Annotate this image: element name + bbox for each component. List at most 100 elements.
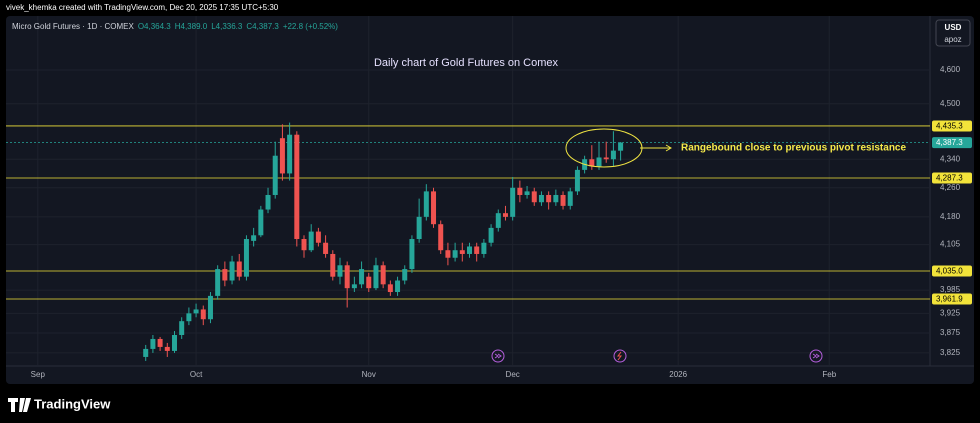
candle-body [596,157,602,167]
x-tick-label: Dec [506,370,520,379]
candle-body [416,216,422,240]
candle-body [351,284,357,289]
x-tick-label: Feb [822,370,836,379]
candle-body [409,239,415,270]
candle-body [459,250,465,254]
candle-body [387,284,393,293]
candle-body [272,155,278,195]
y-tick-label: 4,600 [940,65,961,74]
price-tag-label: 3,961.9 [936,295,963,304]
candle-body [474,246,480,254]
candle-body [171,334,177,351]
candle-body [229,261,235,281]
candle-body [574,169,580,192]
candle-body [502,213,508,217]
brand: TradingView [34,396,111,411]
candle-body [323,242,329,254]
price-tag [932,293,972,305]
candle-body [517,187,523,195]
y-tick-label: 4,340 [940,154,961,163]
event-glyph [494,353,502,359]
event-icon[interactable] [809,349,823,363]
header-value: +22.8 (+0.52%) [283,22,338,31]
candle-body [359,269,365,285]
header-value: L4,336.3 [211,22,243,31]
candle-body [200,309,206,320]
y-tick-label: 4,105 [940,240,961,249]
candle-body [546,194,552,203]
candle-body [258,209,264,236]
header-value: H4,389.0 [175,22,208,31]
candle-body [431,191,437,225]
y-tick-label: 3,985 [940,285,961,294]
candle-body [423,191,429,217]
candle-body [589,159,595,167]
candle-body [467,246,472,254]
symbol-header: Micro Gold Futures · 1D · COMEX O4,364.3 H… [12,22,338,31]
candle-body [150,338,156,349]
unit-label[interactable]: apoz [944,35,961,44]
candle-body [344,265,350,289]
candle-body [366,276,372,289]
y-tick-label: 3,925 [940,308,961,317]
symbol: Micro Gold Futures · 1D · COMEX [12,22,134,31]
candle-body [243,239,249,277]
candle-body [402,269,408,281]
candle-body [488,227,494,243]
annotation: Rangebound close to previous pivot resis… [681,143,906,154]
candle-body [524,191,530,195]
candle-body [236,261,242,277]
y-tick-label: 3,825 [940,348,961,357]
candle-body [560,194,566,206]
candle-body [186,313,192,322]
candle-body [265,194,271,210]
candle-body [143,348,149,357]
y-tick-label: 4,260 [940,183,961,192]
candle-body [207,295,213,320]
candle-body [287,134,293,174]
candle-body [164,346,170,351]
y-tick-label: 4,500 [940,99,961,108]
price-tag-label: 4,387.3 [936,138,963,147]
price-levels [6,125,930,300]
event-icon[interactable] [491,349,505,363]
header-value: O4,364.3 [138,22,171,31]
brand-logo [8,398,31,412]
x-tick-label: Sep [31,370,46,379]
price-tag [932,120,972,132]
candle-body [510,187,516,217]
axes: 4,600 4,500 4,340 4,260 4,180 4,105 3,985 3,925… [31,65,972,379]
price-tag-label: 4,435.3 [936,122,963,131]
price-tag-label: 4,287.3 [936,174,963,183]
event-glyph [812,353,820,359]
currency-button[interactable] [935,19,971,47]
candle-body [452,250,458,258]
candle-body [308,231,314,251]
candle-body [395,280,401,293]
candle-body [251,235,257,241]
currency[interactable]: USD [945,23,962,32]
candle-body [538,194,544,203]
chart-title: Daily chart of Gold Futures on Comex [374,57,559,69]
candle-body [179,321,185,335]
event-icons [491,349,823,363]
chart-panel [6,16,974,384]
event-glyph [617,351,622,361]
price-tag-label: 4,035.0 [936,267,963,276]
candle-body [553,194,559,203]
price-tag [932,172,972,184]
candles [143,122,624,361]
candle-body [481,242,487,254]
candle-body [567,191,573,206]
candle-body [215,269,221,296]
candle-body [373,265,379,289]
price-tag [932,265,972,277]
y-tick-label: 3,875 [940,328,961,337]
candle-body [618,142,624,151]
candle-body [438,224,444,251]
candle-body [157,338,163,347]
candle-body [294,134,300,240]
x-tick-label: Nov [362,370,376,379]
event-icon[interactable] [613,349,627,363]
candle-body [193,309,199,314]
